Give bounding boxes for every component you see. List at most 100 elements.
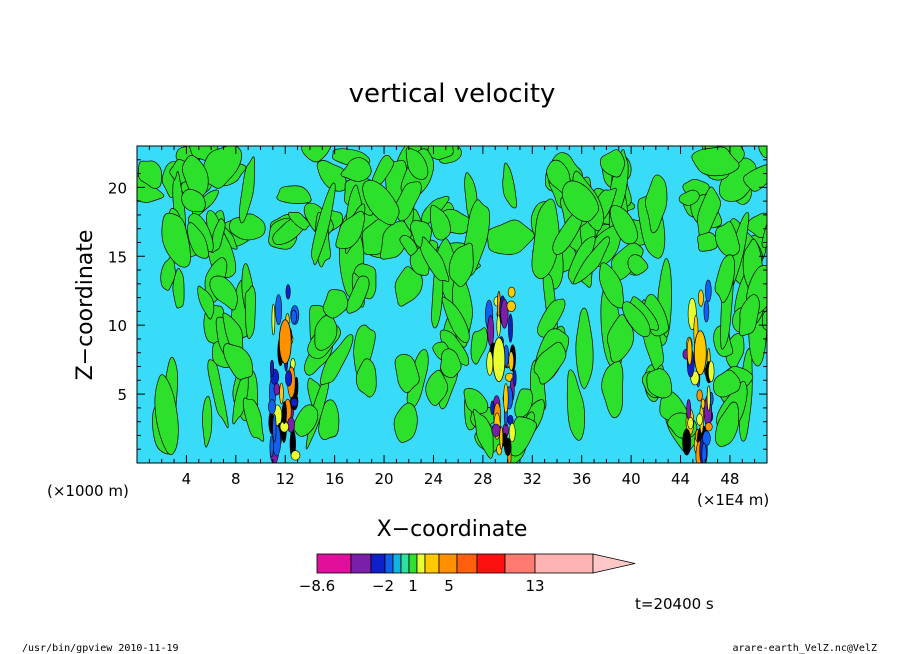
- convective-cell-mark: [290, 397, 299, 407]
- upward-region: [293, 404, 319, 437]
- upward-region: [470, 327, 488, 365]
- upward-region: [314, 314, 338, 351]
- convective-cell-mark: [506, 300, 516, 312]
- x-tick-label: 20: [375, 470, 394, 488]
- upward-region: [222, 312, 244, 354]
- y-tick-label: 15: [108, 248, 127, 266]
- upward-region: [531, 198, 560, 280]
- upward-region: [311, 182, 336, 266]
- upward-region: [714, 221, 740, 257]
- plot-frame: [136, 145, 768, 464]
- upward-region: [691, 146, 740, 177]
- convective-cell-mark: [499, 426, 504, 450]
- convective-cell-mark: [682, 428, 692, 456]
- x-unit-right: (×1E4 m): [697, 491, 769, 509]
- convective-cell-mark: [491, 423, 501, 437]
- convective-cell-mark: [285, 284, 291, 300]
- upward-region: [362, 179, 400, 226]
- updraft-core: [278, 319, 292, 365]
- convective-cell-mark: [703, 300, 710, 323]
- chart-title: vertical velocity: [349, 79, 556, 109]
- upward-region: [774, 231, 820, 295]
- upward-region: [380, 220, 412, 260]
- convective-cell-mark: [704, 279, 712, 303]
- upward-region: [394, 181, 422, 222]
- convective-cell-mark: [496, 314, 501, 337]
- colorbar-swatch: [438, 553, 458, 574]
- y-axis-label: Z−coordinate: [73, 230, 98, 381]
- convective-cell-mark: [508, 422, 516, 443]
- convective-cell-mark: [507, 286, 516, 298]
- time-label: t=20400 s: [635, 595, 714, 613]
- upward-region: [646, 368, 673, 399]
- colorbar-tick-label: 5: [444, 577, 454, 595]
- upward-region: [743, 164, 767, 192]
- upward-region: [487, 219, 535, 255]
- convective-cell-mark: [686, 399, 692, 421]
- convective-cell-mark: [704, 422, 713, 432]
- upward-region: [186, 222, 209, 259]
- convective-cell-mark: [508, 313, 513, 343]
- upward-region: [622, 301, 651, 338]
- convective-cell-mark: [290, 450, 301, 461]
- upward-region: [202, 395, 213, 448]
- upward-region: [762, 307, 767, 333]
- upward-region: [678, 189, 700, 206]
- y-tick-label: 10: [108, 317, 127, 335]
- convective-cell-mark: [707, 360, 715, 383]
- upward-region: [425, 369, 449, 406]
- upward-region: [739, 294, 760, 337]
- convective-cell-mark: [272, 413, 277, 443]
- upward-region: [318, 399, 340, 441]
- upward-region: [288, 211, 311, 231]
- upward-region: [355, 358, 377, 398]
- upward-region: [627, 254, 649, 276]
- x-tick-label: 8: [231, 470, 241, 488]
- y-tick-label: 20: [108, 179, 127, 197]
- upward-region: [154, 374, 179, 456]
- upward-region: [812, 184, 840, 218]
- y-tick-label: 5: [117, 386, 127, 404]
- upward-region: [514, 388, 533, 418]
- convective-cell-mark: [281, 401, 287, 425]
- upward-motion-regions: [137, 146, 840, 463]
- upward-region: [561, 180, 599, 222]
- x-tick-label: 44: [671, 470, 690, 488]
- colorbar-swatch: [316, 553, 352, 574]
- x-tick-label: 32: [523, 470, 542, 488]
- convective-cell-mark: [500, 298, 509, 329]
- x-unit-left: (×1000 m): [47, 482, 129, 500]
- convective-cell-mark: [700, 398, 706, 409]
- upward-region: [209, 275, 238, 311]
- upward-region: [242, 397, 265, 442]
- x-tick-label: 16: [325, 470, 344, 488]
- colorbar-tick-label: −2: [372, 577, 394, 595]
- upward-region: [610, 242, 644, 282]
- upward-region: [239, 156, 255, 224]
- upward-region: [394, 353, 420, 394]
- upward-region: [137, 160, 162, 189]
- colorbar-swatch: [392, 553, 402, 574]
- upward-region: [781, 156, 812, 201]
- colorbar-tick-label: 13: [525, 577, 544, 595]
- convective-cells: [267, 279, 715, 463]
- upward-region: [713, 369, 741, 398]
- colorbar-swatch: [350, 553, 372, 574]
- upward-region: [340, 157, 372, 182]
- y-axis: 5 10 15 20: [108, 159, 767, 450]
- upward-region: [181, 188, 206, 213]
- upward-region: [599, 262, 625, 309]
- convective-cell-mark: [487, 315, 495, 347]
- upward-region: [244, 285, 256, 340]
- plot-area: [137, 146, 840, 463]
- upward-region: [441, 296, 470, 343]
- colorbar-tick-label: −8.6: [299, 577, 335, 595]
- colorbar-swatch: [370, 553, 386, 574]
- upward-region: [301, 146, 332, 163]
- upward-region: [440, 348, 462, 378]
- upward-region: [197, 285, 215, 320]
- convective-cell-mark: [696, 389, 703, 402]
- upward-region: [697, 186, 721, 240]
- upward-region: [566, 369, 586, 441]
- convective-cell-mark: [503, 383, 509, 414]
